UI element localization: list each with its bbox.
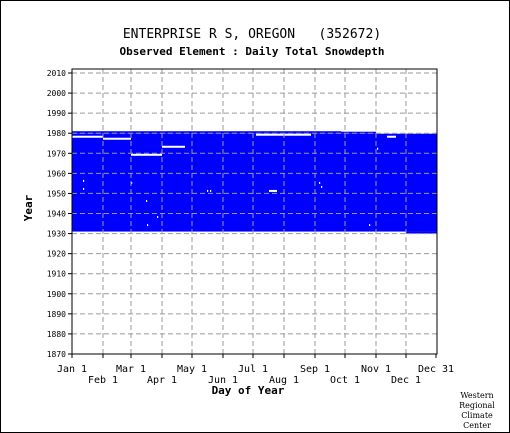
credit-line-3: Climate <box>461 411 493 420</box>
credit-line-1: Western <box>460 391 493 400</box>
missing-segment-20 <box>377 147 379 150</box>
missing-segment-6 <box>341 129 437 132</box>
y-tick-label-2: 1990 <box>47 109 66 118</box>
x-tick-label-bottom-3: Aug 1 <box>269 375 299 386</box>
y-tick-label-13: 1880 <box>47 330 66 339</box>
credit-block: Western Regional Climate Center <box>459 391 495 430</box>
y-tick-label-10: 1910 <box>47 270 66 279</box>
missing-segment-12 <box>83 179 85 182</box>
x-tick-label-1: Mar 1 <box>116 364 146 375</box>
missing-segment-9 <box>269 189 277 192</box>
y-tick-label-4: 1970 <box>47 149 66 158</box>
credit-line-4: Center <box>463 421 491 430</box>
y-tick-label-3: 1980 <box>47 129 66 138</box>
y-tick-label-9: 1920 <box>47 250 66 259</box>
y-axis-label: Year <box>22 194 35 221</box>
missing-segment-13 <box>83 187 85 190</box>
y-tick-label-1: 2000 <box>47 89 66 98</box>
missing-segment-7 <box>376 131 437 134</box>
x-tick-label-bottom-4: Oct 1 <box>330 375 360 386</box>
chart-subtitle: Observed Element : Daily Total Snowdepth <box>120 45 385 58</box>
y-tick-label-12: 1890 <box>47 310 66 319</box>
data-layer <box>72 131 437 234</box>
missing-data-layer <box>72 129 437 227</box>
missing-segment-11 <box>321 185 323 188</box>
x-tick-label-bottom-5: Dec 1 <box>391 375 421 386</box>
plot-border <box>71 68 438 355</box>
missing-segment-17 <box>207 189 209 192</box>
y-tick-label-6: 1950 <box>47 189 66 198</box>
missing-segment-2 <box>131 153 162 156</box>
credit-line-2: Regional <box>459 401 495 410</box>
missing-segment-0 <box>72 135 103 138</box>
missing-segment-8 <box>387 135 396 138</box>
x-tick-label-0: Jan 1 <box>57 364 87 375</box>
missing-segment-3 <box>162 145 185 148</box>
grid-layer <box>72 69 437 354</box>
x-tick-label-3: Jul 1 <box>238 364 268 375</box>
y-tick-label-14: 1870 <box>47 350 66 359</box>
x-tick-label-4: Sep 1 <box>300 364 330 375</box>
coverage-block-2 <box>406 231 437 234</box>
x-tick-label-5: Nov 1 <box>361 364 391 375</box>
missing-segment-18 <box>210 189 212 192</box>
missing-segment-15 <box>147 224 149 227</box>
y-tick-label-11: 1900 <box>47 290 66 299</box>
x-tick-label-6: Dec 31 <box>418 364 454 375</box>
coverage-block-0 <box>72 133 437 232</box>
missing-segment-16 <box>157 216 159 219</box>
coverage-block-1 <box>72 131 376 134</box>
missing-segment-21 <box>131 181 133 184</box>
missing-segment-1 <box>103 137 131 140</box>
missing-segment-5 <box>284 133 311 136</box>
missing-segment-10 <box>319 181 321 184</box>
missing-segment-14 <box>146 199 148 202</box>
x-axis-label: Day of Year <box>212 384 285 397</box>
x-tick-label-bottom-1: Apr 1 <box>147 375 177 386</box>
y-tick-label-5: 1960 <box>47 169 66 178</box>
axis-layer: 2010 2000 1990 1980 1970 1960 1950 1940 1930 1920… <box>47 68 454 386</box>
y-tick-label-7: 1940 <box>47 210 66 219</box>
x-tick-label-bottom-0: Feb 1 <box>88 375 118 386</box>
y-tick-label-8: 1930 <box>47 230 66 239</box>
x-tick-label-bottom-2: Jun 1 <box>208 375 238 386</box>
chart-title: ENTERPRISE R S, OREGON (352672) <box>123 27 381 42</box>
missing-segment-19 <box>369 224 371 227</box>
missing-segment-4 <box>256 133 284 136</box>
x-tick-label-2: May 1 <box>177 364 207 375</box>
y-tick-label-0: 2010 <box>47 69 66 78</box>
